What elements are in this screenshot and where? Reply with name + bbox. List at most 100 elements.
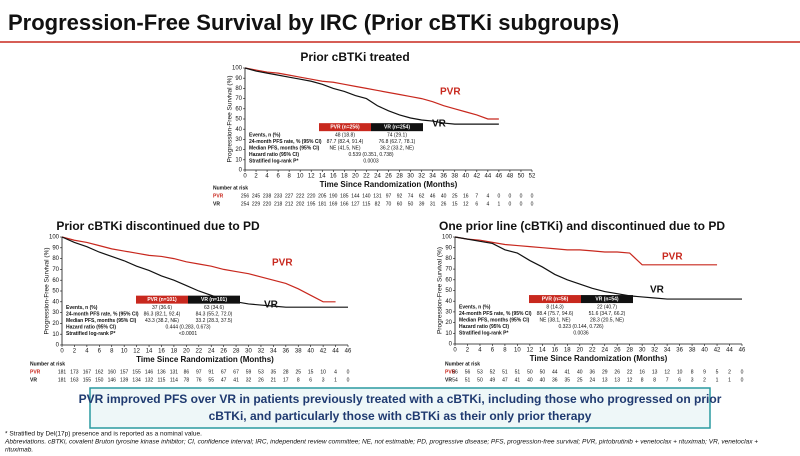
at-risk-count: 132 [145,377,154,383]
at-risk-count: 25 [452,193,458,199]
at-risk-count: 233 [274,193,283,199]
curve-label: PVR [440,87,461,98]
table-header-cell [136,295,188,304]
at-risk-count: 25 [295,369,301,375]
at-risk-count: 67 [233,369,239,375]
y-tick-label: 80 [235,86,242,92]
at-risk-count: 220 [307,193,316,199]
curve-label: VR [264,300,279,311]
x-tick-label: 34 [429,174,436,180]
y-tick-label: 100 [232,66,243,72]
x-tick-label: 24 [374,174,381,180]
at-risk-count: 16 [463,193,469,199]
at-risk-count: 227 [285,193,294,199]
survival-curve [454,236,742,300]
x-tick-label: 6 [491,348,495,354]
y-tick-label: 10 [445,331,452,337]
x-tick-label: 2 [73,349,77,355]
at-risk-count: 131 [373,193,382,199]
at-risk-count: 140 [362,193,371,199]
at-risk-count: 2 [728,369,731,375]
at-risk-count: 29 [602,369,608,375]
at-risk-count: 40 [577,369,583,375]
table-header-cell [529,295,581,304]
at-risk-count: 220 [263,201,272,207]
at-risk-count: 181 [58,369,67,375]
at-risk-count: 46 [430,193,436,199]
x-tick-label: 8 [110,349,114,355]
at-risk-count: 5 [716,369,719,375]
table-header-cell [581,295,633,304]
y-tick-label: 50 [235,117,242,123]
table-cell: NE (41.5, NE) [329,145,360,151]
at-risk-count: 0 [741,369,744,375]
at-risk-count: 7 [475,193,478,199]
at-risk-count: 15 [308,369,314,375]
at-risk-count: 190 [329,193,338,199]
y-tick-label: 100 [442,235,453,241]
table-cell: <0.0001 [179,331,197,337]
x-tick-label: 40 [307,349,314,355]
at-risk-count: 254 [241,201,250,207]
x-tick-label: 6 [98,349,102,355]
x-tick-label: 22 [195,349,202,355]
at-risk-count: 0 [347,369,350,375]
at-risk-count: 238 [263,193,272,199]
x-tick-label: 30 [245,349,252,355]
at-risk-count: 144 [351,193,360,199]
at-risk-count: 1 [728,377,731,383]
at-risk-count: 49 [490,377,496,383]
y-tick-label: 90 [235,76,242,82]
x-tick-label: 32 [651,348,658,354]
y-tick-label: 90 [445,245,452,251]
y-tick-label: 20 [52,321,59,327]
table-row-label: Events, n (%) [66,305,98,311]
x-tick-label: 38 [689,348,696,354]
table-row-label: Median PFS, months (95% CI) [66,318,137,324]
y-tick-label: 90 [52,245,59,251]
at-risk-count: 32 [246,377,252,383]
at-risk-count: 15 [452,201,458,207]
curve-label: PVR [662,252,683,263]
at-risk-count: 97 [386,193,392,199]
y-tick-label: 70 [445,267,452,273]
x-tick-label: 14 [146,349,153,355]
at-risk-count: 56 [452,369,458,375]
at-risk-count: 97 [196,369,202,375]
y-tick-label: 0 [449,342,453,348]
at-risk-count: 41 [515,377,521,383]
at-risk-count: 229 [252,201,261,207]
at-risk-count: 91 [208,369,214,375]
x-tick-label: 18 [341,174,348,180]
x-tick-label: 16 [551,348,558,354]
x-tick-label: 4 [478,348,482,354]
at-risk-count: 134 [132,377,141,383]
table-cell: 36.2 (33.2, NE) [380,145,414,151]
at-risk-count: 166 [340,201,349,207]
y-tick-label: 30 [52,310,59,316]
x-tick-label: 44 [485,174,492,180]
x-tick-label: 44 [332,349,339,355]
at-risk-count: 1 [497,201,500,207]
x-tick-label: 36 [676,348,683,354]
y-tick-label: 60 [235,106,242,112]
x-tick-label: 44 [726,348,733,354]
x-tick-label: 24 [601,348,608,354]
table-header-cell [188,295,240,304]
y-axis-label: Progression-Free Survival (%) [227,75,234,162]
at-risk-arm: PVR [213,193,224,199]
at-risk-count: 185 [340,193,349,199]
x-tick-label: 26 [385,174,392,180]
at-risk-count: 76 [196,377,202,383]
at-risk-count: 181 [58,377,67,383]
table-row-label: 24-month PFS rate, % (95% CI) [459,311,532,317]
at-risk-count: 256 [241,193,250,199]
at-risk-count: 50 [477,377,483,383]
y-tick-label: 20 [445,320,452,326]
at-risk-count: 51 [502,369,508,375]
at-risk-count: 56 [465,369,471,375]
at-risk-count: 26 [258,377,264,383]
x-tick-label: 34 [664,348,671,354]
x-tick-label: 26 [614,348,621,354]
x-tick-label: 52 [529,174,536,180]
